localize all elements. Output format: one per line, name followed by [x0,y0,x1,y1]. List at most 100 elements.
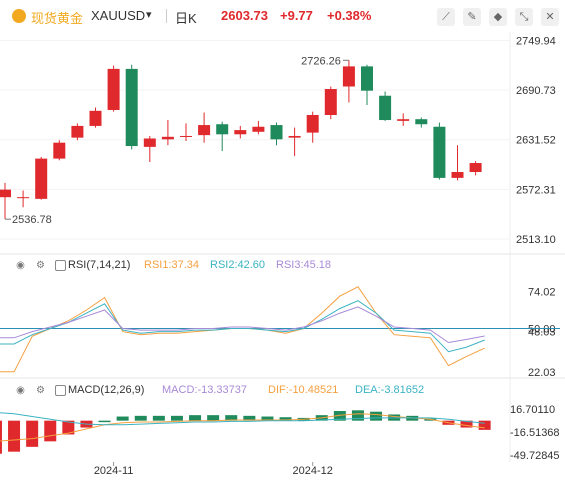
settings-icon[interactable]: ⚙ [36,260,45,271]
candle-body [270,125,283,140]
rsi-series-line [0,286,485,373]
macd-histogram-bar [98,420,111,423]
macd-histogram-bar [62,420,75,435]
macd-histogram-bar [460,420,473,428]
macd-histogram-bar [189,415,202,421]
dea-value: DEA:-3.81652 [355,384,425,396]
rsi-label: RSI(7,14,21) [68,259,131,271]
macd-histogram-bar [478,420,491,430]
price-axis-tick: 2572.31 [516,184,556,196]
high-annotation: 2726.26 [301,55,341,67]
candle-body [143,138,156,147]
candle-body [161,136,174,140]
candle-body [306,115,319,133]
macd-series-line [0,412,485,426]
low-annotation: 2536.78 [12,214,52,226]
candle-body [198,125,211,136]
rsi-series-line [0,306,485,344]
rsi-axis-tick: 50.00 [528,324,556,336]
macd-histogram-bar [44,420,57,442]
candle-body [17,197,30,199]
macd-histogram-bar [207,415,220,421]
macd-axis-tick: -49.72845 [510,450,560,462]
candle-body [288,135,301,138]
macd-axis-tick: -16.51368 [510,427,560,439]
macd-histogram-bar [261,416,274,421]
rsi-axis-tick: 48.03 [528,327,556,339]
macd-histogram-bar [134,415,147,421]
draw-line-icon[interactable]: ⟋ [437,8,455,26]
price-axis-tick: 2513.10 [516,234,556,246]
eye-icon[interactable]: ◉ [16,260,25,271]
dif-value: DIF:-10.48521 [268,384,339,396]
macd-histogram-bar [370,411,383,421]
rsi-header: ◉ ⚙ RSI(7,14,21) RSI1:37.34 RSI2:42.60 R… [0,259,500,275]
period-selector[interactable]: 日K [175,11,197,26]
macd-axis-tick: 16.70110 [510,404,555,416]
macd-histogram-bar [152,415,165,421]
candle-body [324,89,337,116]
macd-header: ◉ ⚙ MACD(12,26,9) MACD:-13.33737 DIF:-10… [0,384,500,400]
symbol-selector[interactable]: XAUUSD [91,8,146,23]
rsi3-value: RSI3:45.18 [276,259,332,271]
candle-body [469,163,482,173]
settings-icon[interactable]: ⚙ [36,385,45,396]
price-axis-tick: 2631.52 [516,135,556,147]
grid-icon[interactable] [55,260,66,271]
rsi2-value: RSI2:42.60 [210,259,266,271]
candle-body [71,125,84,138]
x-axis-tick: 2024-12 [293,465,333,477]
chevron-down-icon[interactable]: ▾ [146,9,152,21]
candle-body [0,189,11,198]
instrument-name: 现货黄金 [31,11,84,26]
gold-logo-icon [12,9,26,23]
header-divider [166,9,167,23]
rsi-axis-tick: 22.03 [528,367,556,379]
collapse-icon[interactable]: ⤡ [515,8,533,26]
candle-body [361,66,373,91]
candle-body [125,68,138,147]
macd-histogram-bar [279,417,292,421]
candle-body [89,110,102,126]
price-axis-tick: 2690.73 [516,85,556,97]
price-change: +9.77 [280,8,313,23]
price-axis-tick: 2749.94 [516,35,556,47]
macd-histogram-bar [225,415,238,421]
candle-body [252,126,265,132]
candle-body [180,135,192,137]
macd-series-line [0,413,485,442]
eye-icon[interactable]: ◉ [16,385,25,396]
candle-body [53,142,66,159]
macd-histogram-bar [243,415,256,421]
macd-value: MACD:-13.33737 [162,384,247,396]
candle-body [397,119,410,121]
candle-body [107,68,120,110]
macd-histogram-bar [170,415,183,421]
candle-body [216,124,229,135]
macd-histogram-bar [333,411,346,421]
x-axis-tick: 2024-11 [94,465,134,477]
candle-body [433,126,446,178]
macd-label: MACD(12,26,9) [68,384,145,396]
grid-icon[interactable] [55,385,66,396]
rsi-axis-tick: 74.02 [528,286,556,298]
candle-body [234,130,247,135]
eraser-icon[interactable]: ◆ [489,8,507,26]
candle-body [342,66,355,87]
candle-body [379,95,392,121]
macd-histogram-bar [0,420,2,454]
close-icon[interactable]: ✕ [541,8,559,26]
chart-header: 现货黄金 XAUUSD ▾ 日K 2603.73 +9.77 +0.38% ⟋ … [0,0,565,32]
candle-body [451,172,464,178]
price-change-percent: +0.38% [327,8,372,23]
rsi1-value: RSI1:37.34 [144,259,200,271]
macd-histogram-bar [26,420,39,447]
rsi-series-line [0,300,485,353]
macd-histogram-bar [116,416,129,421]
candle-body [35,158,48,199]
draw-pen-icon[interactable]: ✎ [463,8,481,26]
candle-body [415,119,428,125]
macd-histogram-bar [351,410,364,421]
